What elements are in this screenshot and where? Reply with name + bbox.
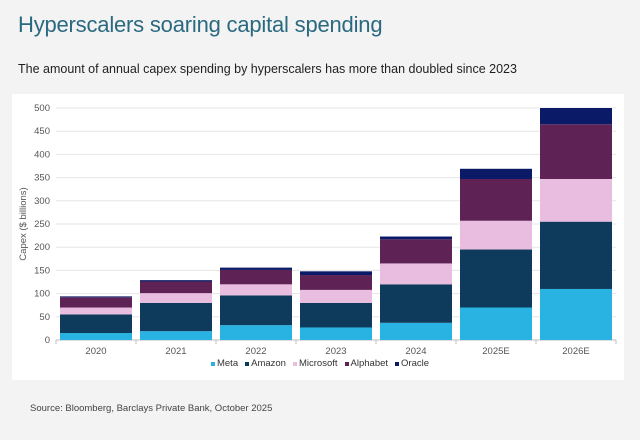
bar-segment-meta-2023 [300,327,372,340]
y-tick-label: 100 [34,289,50,300]
y-tick-label: 450 [34,126,50,137]
bar-segment-microsoft-2020 [60,307,132,315]
legend-label: Meta [216,358,239,369]
x-tick-label: 2025E [482,346,509,357]
bar-segment-alphabet-2020 [60,297,132,308]
bar-segment-amazon-2024 [380,284,452,323]
legend-swatch [344,361,349,366]
y-tick-label: 0 [45,335,50,346]
bar-segment-amazon-2020 [60,314,132,334]
legend-label: Oracle [401,358,430,369]
bar-segment-microsoft-2024 [380,263,452,285]
bar-segment-meta-2022 [220,325,292,340]
y-tick-label: 250 [34,219,50,230]
y-tick-label: 500 [34,103,50,114]
bar-segment-meta-2024 [380,322,452,340]
bar-segment-microsoft-2023 [300,289,372,303]
bar-segment-amazon-2021 [140,302,212,332]
bar-segment-microsoft-2026e [540,178,612,222]
y-tick-label: 300 [34,196,50,207]
legend: Meta Amazon Microsoft Alphabet Oracle [0,358,640,369]
bar-segment-oracle-2023 [300,271,372,276]
x-tick-label: 2022 [245,346,266,357]
bar-segment-alphabet-2022 [220,269,292,285]
legend-swatch [210,361,215,366]
legend-item-oracle: Oracle [395,358,429,369]
y-tick-label: 50 [39,312,50,323]
bar-segment-alphabet-2023 [300,275,372,290]
bar-segment-oracle-2021 [140,280,212,282]
bar-segment-amazon-2023 [300,302,372,328]
legend-item-amazon: Amazon [245,358,286,369]
bar-segment-alphabet-2025e [460,178,532,221]
x-tick-label: 2026E [562,346,589,357]
bar-segment-oracle-2020 [60,296,132,298]
legend-label: Alphabet [350,358,389,369]
legend-item-meta: Meta [210,358,239,369]
bar-segment-oracle-2026e [540,108,612,125]
bar-segment-oracle-2024 [380,236,452,240]
y-tick-label: 200 [34,242,50,253]
chart-title: Hyperscalers soaring capital spending [18,12,383,37]
bar-segment-alphabet-2024 [380,239,452,264]
legend-swatch [245,361,250,366]
y-axis-ticks: 0 50 100 150 200 250 300 350 400 450 500 [34,103,50,346]
y-axis-label: Capex ($ billions) [18,187,29,260]
x-tick-label: 2021 [165,346,186,357]
bar-segment-microsoft-2025e [460,220,532,250]
legend-label: Microsoft [298,358,338,369]
bar-segment-microsoft-2021 [140,293,212,303]
bar-segment-oracle-2025e [460,168,532,179]
legend-swatch [292,361,297,366]
chart-panel: 0 50 100 150 200 250 300 350 400 450 500 2020 2021 2… [12,94,624,380]
y-tick-label: 150 [34,265,50,276]
x-tick-label: 2020 [85,346,106,357]
bar-segment-amazon-2025e [460,249,532,308]
source-note: Source: Bloomberg, Barclays Private Bank… [30,403,273,414]
bar-segment-oracle-2022 [220,267,292,270]
bar-segment-meta-2026e [540,288,612,340]
chart-subtitle: The amount of annual capex spending by h… [18,62,517,76]
legend-item-alphabet: Alphabet [344,358,389,369]
bar-segment-amazon-2026e [540,221,612,289]
legend-label: Amazon [251,358,286,369]
x-axis-ticks: 2020 2021 2022 2023 2024 2025E 2026E [55,340,617,357]
bar-segment-meta-2025e [460,307,532,340]
legend-item-microsoft: Microsoft [292,358,338,369]
bars [60,108,612,340]
bar-segment-microsoft-2022 [220,284,292,296]
y-tick-label: 400 [34,149,50,160]
x-tick-label: 2024 [405,346,426,357]
x-tick-label: 2023 [325,346,346,357]
y-tick-label: 350 [34,173,50,184]
bar-segment-meta-2021 [140,331,212,340]
bar-segment-meta-2020 [60,333,132,340]
bar-segment-amazon-2022 [220,295,292,326]
bar-segment-alphabet-2021 [140,281,212,294]
bar-segment-alphabet-2026e [540,124,612,179]
legend-swatch [395,361,400,366]
